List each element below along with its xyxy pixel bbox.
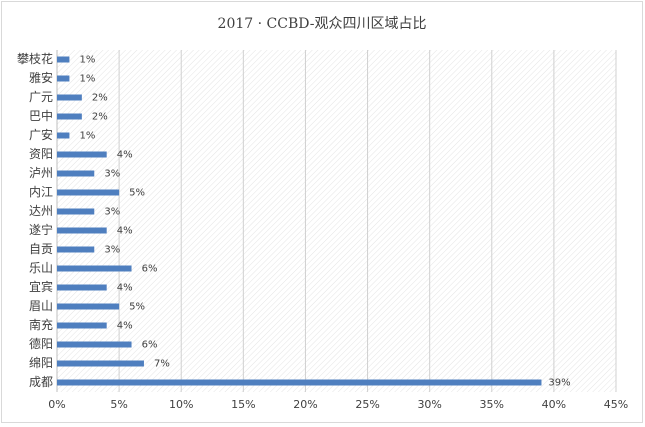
plot-area — [57, 50, 616, 392]
value-label: 6% — [142, 340, 158, 351]
bar — [57, 227, 107, 234]
value-label: 4% — [117, 283, 133, 294]
x-tick-label: 35% — [480, 398, 504, 411]
bar — [57, 132, 70, 139]
bar — [57, 75, 70, 82]
y-tick-label: 德阳 — [29, 336, 53, 351]
x-tick-label: 30% — [417, 398, 441, 411]
x-tick-label: 0% — [48, 398, 65, 411]
x-tick-label: 10% — [169, 398, 193, 411]
y-tick-label: 达州 — [29, 204, 53, 218]
y-tick-label: 乐山 — [29, 261, 53, 275]
value-label: 1% — [79, 55, 95, 66]
y-tick-label: 南充 — [29, 317, 53, 332]
bar — [57, 303, 120, 310]
bar — [57, 151, 107, 158]
x-tick-label: 45% — [604, 398, 628, 411]
value-label: 3% — [104, 169, 120, 180]
bar — [57, 379, 542, 386]
y-tick-label: 成都 — [29, 375, 53, 389]
bar — [57, 189, 120, 196]
y-tick-label: 泸州 — [29, 166, 53, 180]
value-label: 2% — [92, 112, 108, 123]
y-tick-label: 广元 — [29, 90, 53, 104]
bar — [57, 208, 95, 215]
x-tick-label: 20% — [293, 398, 317, 411]
y-tick-label: 遂宁 — [29, 222, 53, 237]
y-tick-label: 自贡 — [29, 242, 53, 256]
value-label: 7% — [154, 359, 170, 370]
bar — [57, 170, 95, 177]
y-tick-label: 内江 — [29, 185, 53, 199]
y-tick-label: 雅安 — [29, 70, 53, 85]
value-label: 3% — [104, 207, 120, 218]
y-tick-label: 广安 — [29, 127, 53, 142]
bar — [57, 56, 70, 63]
y-tick-label: 绵阳 — [29, 356, 53, 370]
value-label: 39% — [548, 378, 570, 389]
bar — [57, 94, 82, 101]
value-label: 6% — [142, 264, 158, 275]
bar — [57, 341, 132, 348]
bar — [57, 113, 82, 120]
bar — [57, 322, 107, 329]
value-label: 3% — [104, 245, 120, 256]
x-tick-label: 5% — [110, 398, 127, 411]
y-tick-label: 攀枝花 — [17, 51, 53, 66]
value-label: 4% — [117, 321, 133, 332]
y-tick-label: 巴中 — [29, 108, 53, 123]
bar — [57, 284, 107, 291]
bar — [57, 246, 95, 253]
value-label: 5% — [129, 188, 145, 199]
value-label: 1% — [79, 74, 95, 85]
y-tick-label: 宜宾 — [29, 279, 53, 294]
x-tick-label: 25% — [355, 398, 379, 411]
bar — [57, 360, 144, 367]
value-label: 2% — [92, 93, 108, 104]
x-tick-label: 15% — [231, 398, 255, 411]
chart-title: 2017 · CCBD-观众四川区域占比 — [218, 16, 427, 32]
y-tick-label: 资阳 — [29, 147, 53, 161]
value-label: 1% — [79, 131, 95, 142]
value-label: 5% — [129, 302, 145, 313]
x-tick-label: 40% — [542, 398, 566, 411]
y-tick-label: 眉山 — [29, 299, 53, 313]
bar — [57, 265, 132, 272]
value-label: 4% — [117, 150, 133, 161]
value-label: 4% — [117, 226, 133, 237]
